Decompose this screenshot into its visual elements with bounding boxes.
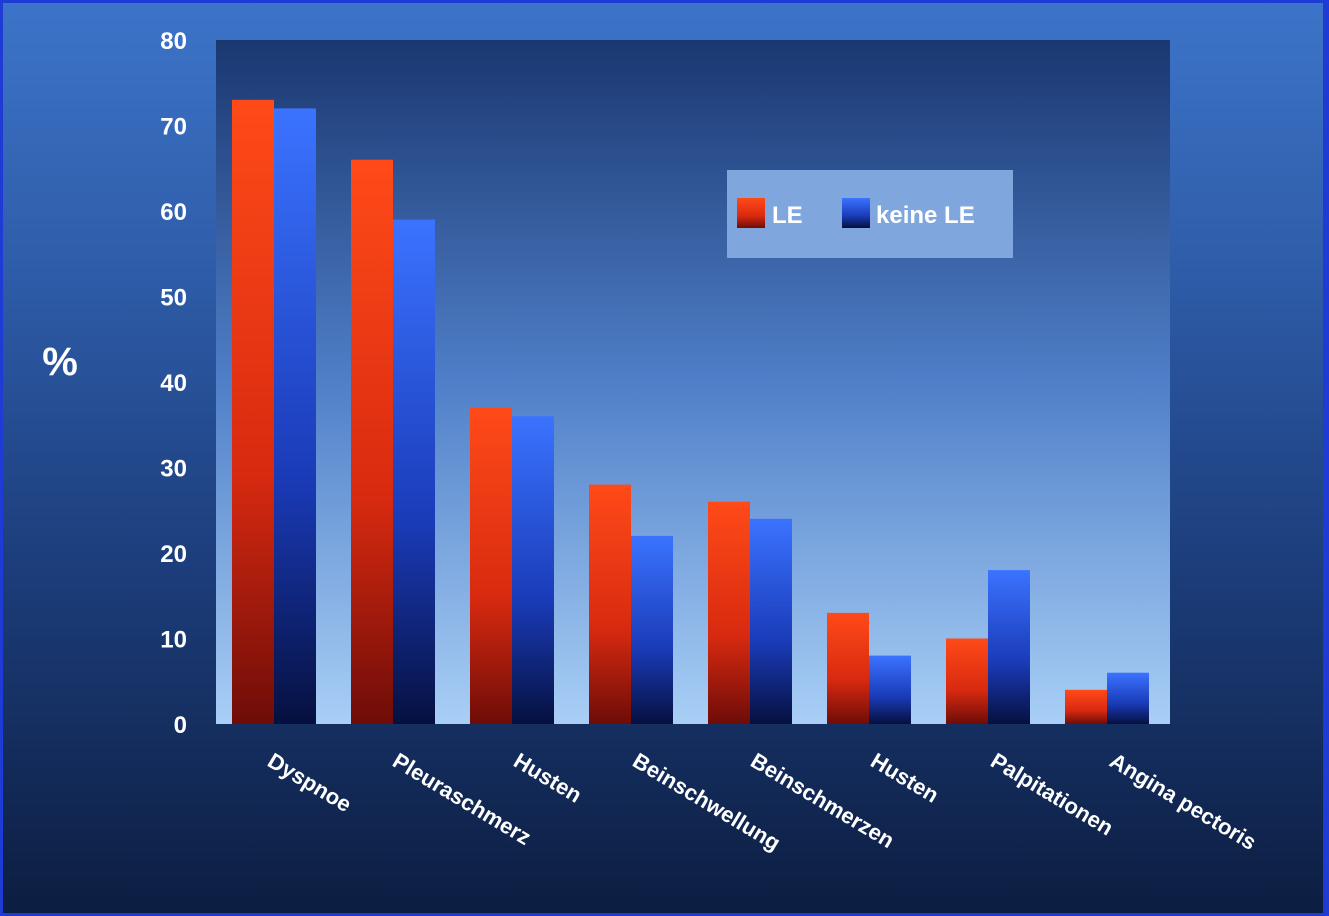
bar-keine-le — [1107, 672, 1149, 724]
y-tick-label: 30 — [160, 456, 187, 483]
legend-swatch-keine-le — [842, 198, 870, 228]
legend-label-le: LE — [772, 202, 803, 229]
category-label: Angina pectoris — [1105, 748, 1260, 855]
legend-label-keine-le: keine LE — [876, 202, 975, 229]
bar-keine-le — [988, 570, 1030, 724]
y-tick-label: 70 — [160, 114, 187, 141]
y-axis-label: % — [42, 340, 78, 384]
bars-group — [232, 99, 1149, 725]
y-tick-label: 10 — [160, 627, 187, 654]
y-tick-label: 40 — [160, 370, 187, 397]
y-tick-label: 50 — [160, 285, 187, 312]
category-label: Dyspnoe — [263, 748, 356, 817]
bar-le — [589, 484, 631, 724]
category-label: Palpitationen — [986, 748, 1117, 841]
bar-keine-le — [631, 535, 673, 724]
category-label: Husten — [509, 748, 586, 808]
bar-keine-le — [512, 416, 554, 724]
bar-le — [470, 407, 512, 724]
bar-le — [946, 638, 988, 724]
legend-swatch-le — [737, 198, 765, 228]
bar-keine-le — [393, 219, 435, 725]
bar-keine-le — [750, 518, 792, 724]
bar-keine-le — [274, 108, 316, 724]
bar-keine-le — [869, 655, 911, 724]
y-tick-label: 0 — [174, 712, 187, 739]
bar-le — [351, 159, 393, 724]
y-tick-label: 60 — [160, 199, 187, 226]
bar-le — [827, 612, 869, 724]
bar-le — [708, 501, 750, 724]
bar-le — [1065, 689, 1107, 724]
category-label: Husten — [866, 748, 943, 808]
y-tick-label: 80 — [160, 28, 187, 55]
y-axis-ticks: 0 10 20 30 40 50 60 70 80 — [160, 28, 187, 739]
legend: LE keine LE — [727, 170, 1013, 258]
y-tick-label: 20 — [160, 541, 187, 568]
bar-le — [232, 99, 274, 725]
